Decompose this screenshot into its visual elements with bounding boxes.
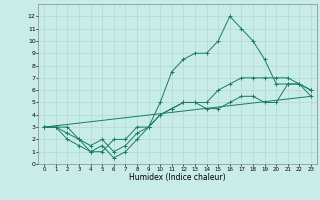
X-axis label: Humidex (Indice chaleur): Humidex (Indice chaleur) [129,173,226,182]
